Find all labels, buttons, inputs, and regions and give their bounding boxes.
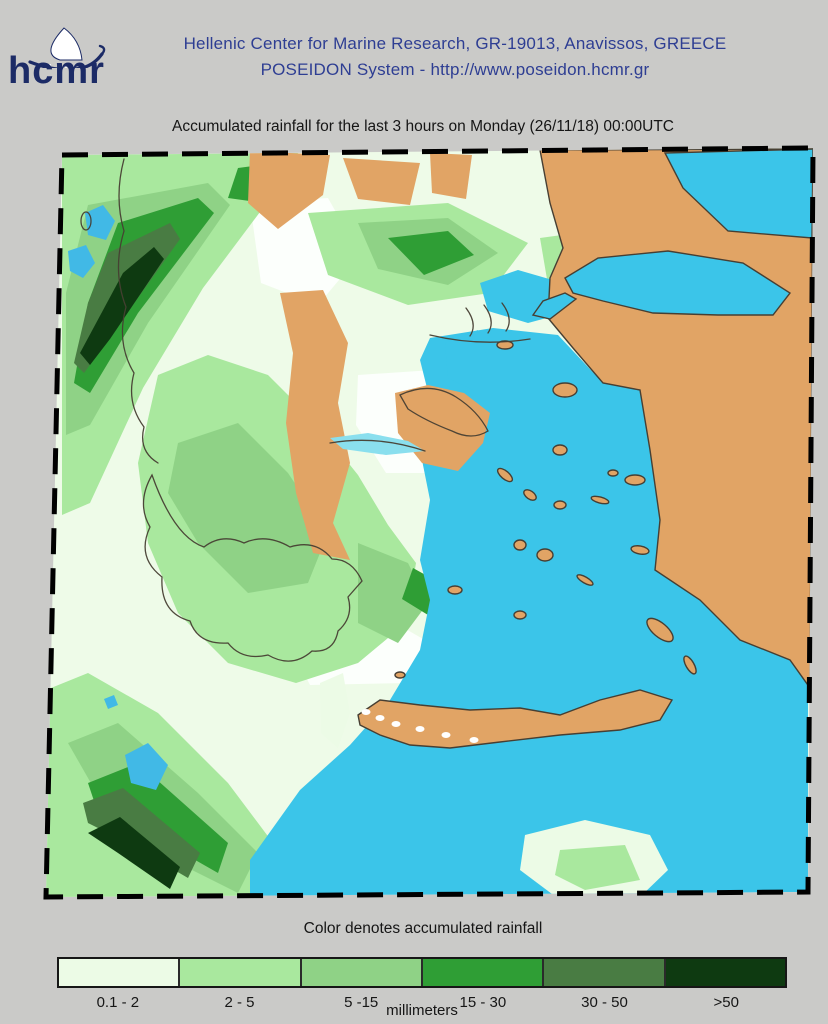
legend-unit: millimeters xyxy=(386,1002,458,1019)
rain-northwest-extreme xyxy=(80,247,164,365)
lake xyxy=(125,743,168,790)
map-frame xyxy=(43,145,816,900)
legend-label-1: 0.1 - 2 xyxy=(96,994,140,1011)
dry-patch-north xyxy=(248,151,330,229)
island-amorgos xyxy=(576,574,594,586)
coastline-evia xyxy=(399,387,489,437)
island-lesbos xyxy=(552,382,578,398)
crete-rain-spot xyxy=(441,732,451,738)
island-kos xyxy=(630,545,650,555)
island-naxos xyxy=(536,548,554,562)
dardanelles-strait xyxy=(531,292,578,320)
lake xyxy=(85,205,115,240)
coastline-thrace xyxy=(429,334,531,343)
sea-of-marmara xyxy=(564,250,792,316)
island-santorini xyxy=(513,610,527,620)
island-ikaria xyxy=(590,495,610,505)
island-small xyxy=(607,469,619,477)
crete-rain-spot xyxy=(415,726,425,732)
legend-swatch-6 xyxy=(665,959,785,986)
rain-peloponnese-medium xyxy=(358,543,428,643)
dry-patch-thessaly xyxy=(280,290,350,560)
crete-rain-spot xyxy=(469,737,479,743)
coastline-corinth-gulf xyxy=(329,439,426,452)
rain-southwest-very-heavy xyxy=(83,788,200,878)
coastline-chalkidiki xyxy=(465,302,510,337)
island-kythira xyxy=(394,671,406,679)
island-limnos xyxy=(496,340,514,350)
island-tinos xyxy=(523,489,537,501)
aegean-sea xyxy=(250,328,808,897)
legend-label-3: 5 -15 xyxy=(344,994,379,1011)
legend-swatch-5 xyxy=(544,959,666,986)
rain-over-sea-west-of-crete xyxy=(320,673,350,748)
island-rhodes xyxy=(646,617,674,643)
rainfall-map-canvas xyxy=(43,145,816,900)
map-title: Accumulated rainfall for the last 3 hour… xyxy=(171,118,674,135)
legend-caption: Color denotes accumulated rainfall xyxy=(303,920,543,937)
rain-southwest-extreme xyxy=(88,817,180,889)
island-crete xyxy=(357,689,674,749)
legend-labels: 0.1 - 2 2 - 5 5 -15 15 - 30 30 - 50 >50 xyxy=(57,994,787,1011)
coastline-corfu xyxy=(80,211,92,231)
legend-label-4: 15 - 30 xyxy=(459,994,507,1011)
legend-label-5: 30 - 50 xyxy=(581,994,628,1011)
rain-central-medium xyxy=(168,423,328,593)
rain-over-sea-southeast-core xyxy=(555,845,640,890)
rain-northeast-heavy-spot xyxy=(388,231,474,275)
corinthian-gulf xyxy=(330,433,425,455)
crete-rain-spot xyxy=(375,715,385,721)
island-karpathos xyxy=(683,655,697,675)
ship-icon xyxy=(28,27,106,68)
header-line1: Hellenic Center for Marine Research, GR-… xyxy=(183,34,727,53)
dry-patch-north xyxy=(343,158,420,205)
crete-rain-spot xyxy=(361,709,371,715)
dry-patch-north xyxy=(430,153,472,199)
hcmr-logo-word: hcmr xyxy=(8,50,105,92)
island-chios xyxy=(552,444,568,456)
lake xyxy=(104,695,118,709)
hcmr-logo xyxy=(20,26,116,68)
island-milos xyxy=(447,585,463,595)
legend-label-2: 2 - 5 xyxy=(224,994,255,1011)
thermaic-gulf xyxy=(445,330,490,390)
island-paros xyxy=(513,539,527,551)
coastline-west-greece xyxy=(117,158,159,464)
crete-rain-spot xyxy=(391,721,401,727)
rain-band-northwest-heavy xyxy=(74,198,214,393)
island-samos xyxy=(624,474,646,486)
legend-swatch-3 xyxy=(301,959,423,986)
header-line2: POSEIDON System - http://www.poseidon.hc… xyxy=(260,60,650,79)
coastline-peloponnese xyxy=(142,473,363,662)
island-andros xyxy=(496,467,514,483)
legend-swatch-2 xyxy=(180,959,302,986)
legend-label-6: >50 xyxy=(713,994,739,1011)
lake xyxy=(68,245,95,278)
rainfall-map xyxy=(28,143,818,905)
legend-color-bar xyxy=(57,957,787,988)
legend-swatch-1 xyxy=(59,959,181,986)
legend-swatch-4 xyxy=(422,959,545,986)
rain-band-northwest-medium xyxy=(66,183,230,435)
island-mykonos xyxy=(553,500,567,510)
